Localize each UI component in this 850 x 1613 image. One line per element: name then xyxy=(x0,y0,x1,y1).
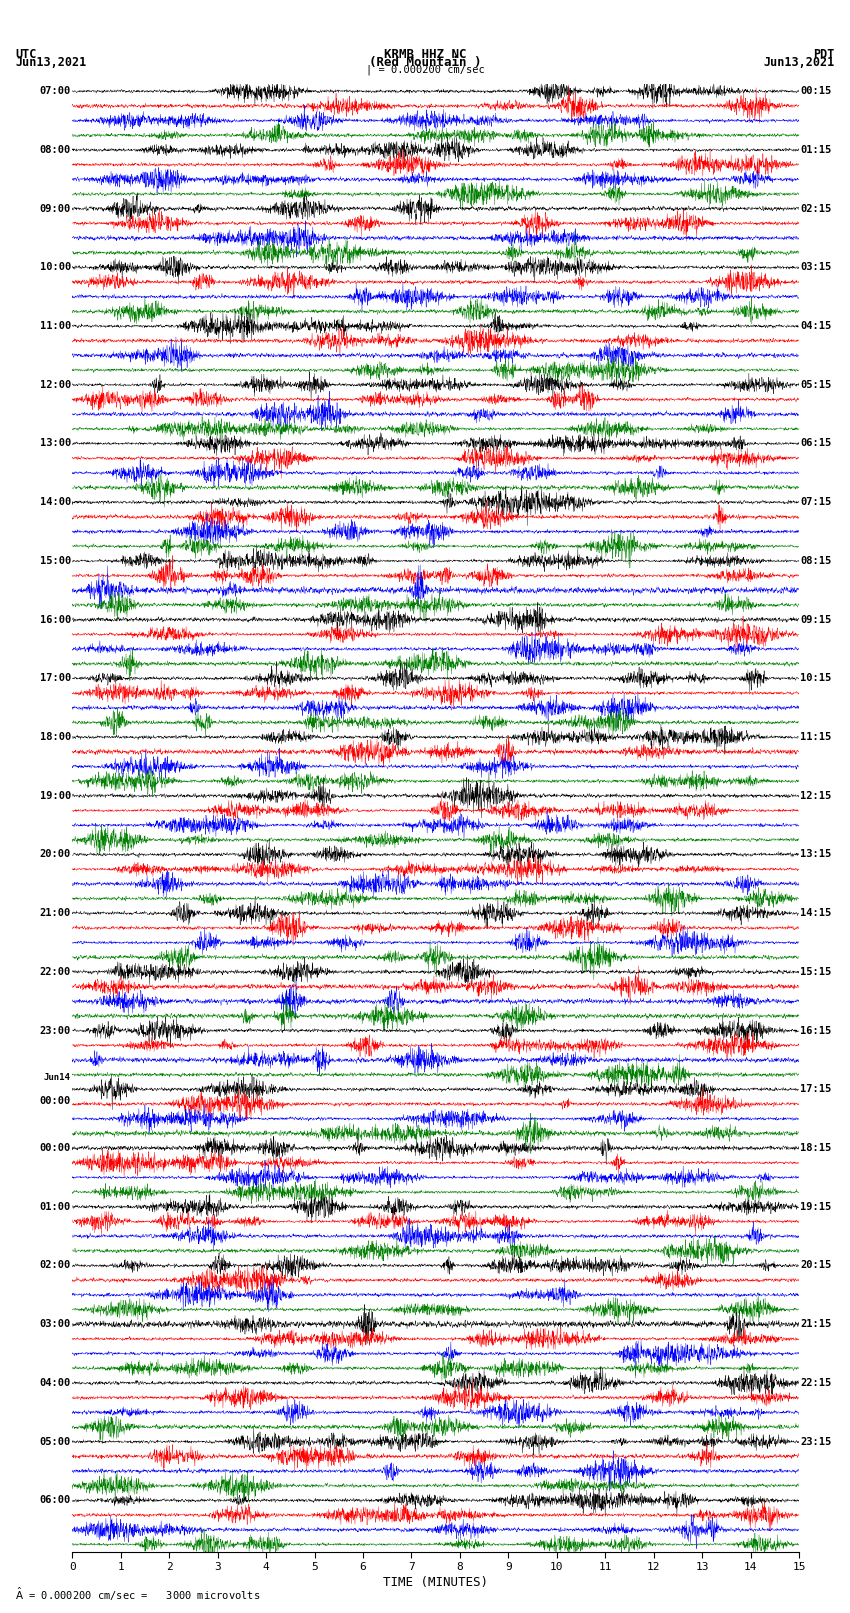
Text: 18:00: 18:00 xyxy=(40,732,71,742)
Text: 18:15: 18:15 xyxy=(801,1144,831,1153)
Text: | = 0.000200 cm/sec: | = 0.000200 cm/sec xyxy=(366,65,484,74)
Text: 14:15: 14:15 xyxy=(801,908,831,918)
Text: 20:15: 20:15 xyxy=(801,1260,831,1271)
Text: 03:00: 03:00 xyxy=(40,1319,71,1329)
Text: Jun13,2021: Jun13,2021 xyxy=(15,55,87,69)
Text: 19:00: 19:00 xyxy=(40,790,71,800)
Text: 07:00: 07:00 xyxy=(40,85,71,97)
Text: Jun14: Jun14 xyxy=(44,1073,71,1082)
Text: 17:00: 17:00 xyxy=(40,673,71,684)
Text: 16:15: 16:15 xyxy=(801,1026,831,1036)
Text: 22:00: 22:00 xyxy=(40,966,71,977)
Text: 21:15: 21:15 xyxy=(801,1319,831,1329)
Text: KRMB HHZ NC: KRMB HHZ NC xyxy=(383,47,467,61)
Text: 00:00: 00:00 xyxy=(40,1144,71,1153)
Text: 15:00: 15:00 xyxy=(40,556,71,566)
Text: 11:15: 11:15 xyxy=(801,732,831,742)
Text: 17:15: 17:15 xyxy=(801,1084,831,1094)
Text: 21:00: 21:00 xyxy=(40,908,71,918)
Text: 05:00: 05:00 xyxy=(40,1437,71,1447)
Text: 22:15: 22:15 xyxy=(801,1378,831,1387)
Text: 20:00: 20:00 xyxy=(40,850,71,860)
Text: 12:00: 12:00 xyxy=(40,379,71,390)
Text: 02:15: 02:15 xyxy=(801,203,831,213)
Text: 10:00: 10:00 xyxy=(40,263,71,273)
Text: 23:00: 23:00 xyxy=(40,1026,71,1036)
Text: 11:00: 11:00 xyxy=(40,321,71,331)
Text: 13:00: 13:00 xyxy=(40,439,71,448)
X-axis label: TIME (MINUTES): TIME (MINUTES) xyxy=(383,1576,488,1589)
Text: 05:15: 05:15 xyxy=(801,379,831,390)
Text: 00:15: 00:15 xyxy=(801,85,831,97)
Text: 06:15: 06:15 xyxy=(801,439,831,448)
Text: 06:00: 06:00 xyxy=(40,1495,71,1505)
Text: 02:00: 02:00 xyxy=(40,1260,71,1271)
Text: Jun13,2021: Jun13,2021 xyxy=(763,55,835,69)
Text: UTC: UTC xyxy=(15,47,37,61)
Text: 01:00: 01:00 xyxy=(40,1202,71,1211)
Text: 07:15: 07:15 xyxy=(801,497,831,506)
Text: 08:15: 08:15 xyxy=(801,556,831,566)
Text: 09:15: 09:15 xyxy=(801,615,831,624)
Text: (Red Mountain ): (Red Mountain ) xyxy=(369,55,481,69)
Text: PDT: PDT xyxy=(813,47,835,61)
Text: 03:15: 03:15 xyxy=(801,263,831,273)
Text: 04:00: 04:00 xyxy=(40,1378,71,1387)
Text: 12:15: 12:15 xyxy=(801,790,831,800)
Text: 15:15: 15:15 xyxy=(801,966,831,977)
Text: 08:00: 08:00 xyxy=(40,145,71,155)
Text: 04:15: 04:15 xyxy=(801,321,831,331)
Text: 10:15: 10:15 xyxy=(801,673,831,684)
Text: 23:15: 23:15 xyxy=(801,1437,831,1447)
Text: 13:15: 13:15 xyxy=(801,850,831,860)
Text: 19:15: 19:15 xyxy=(801,1202,831,1211)
Text: $\mathsf{\hat{A}}$ = 0.000200 cm/sec =   3000 microvolts: $\mathsf{\hat{A}}$ = 0.000200 cm/sec = 3… xyxy=(15,1586,261,1603)
Text: 00:00: 00:00 xyxy=(40,1097,71,1107)
Text: 09:00: 09:00 xyxy=(40,203,71,213)
Text: 14:00: 14:00 xyxy=(40,497,71,506)
Text: 01:15: 01:15 xyxy=(801,145,831,155)
Text: 16:00: 16:00 xyxy=(40,615,71,624)
